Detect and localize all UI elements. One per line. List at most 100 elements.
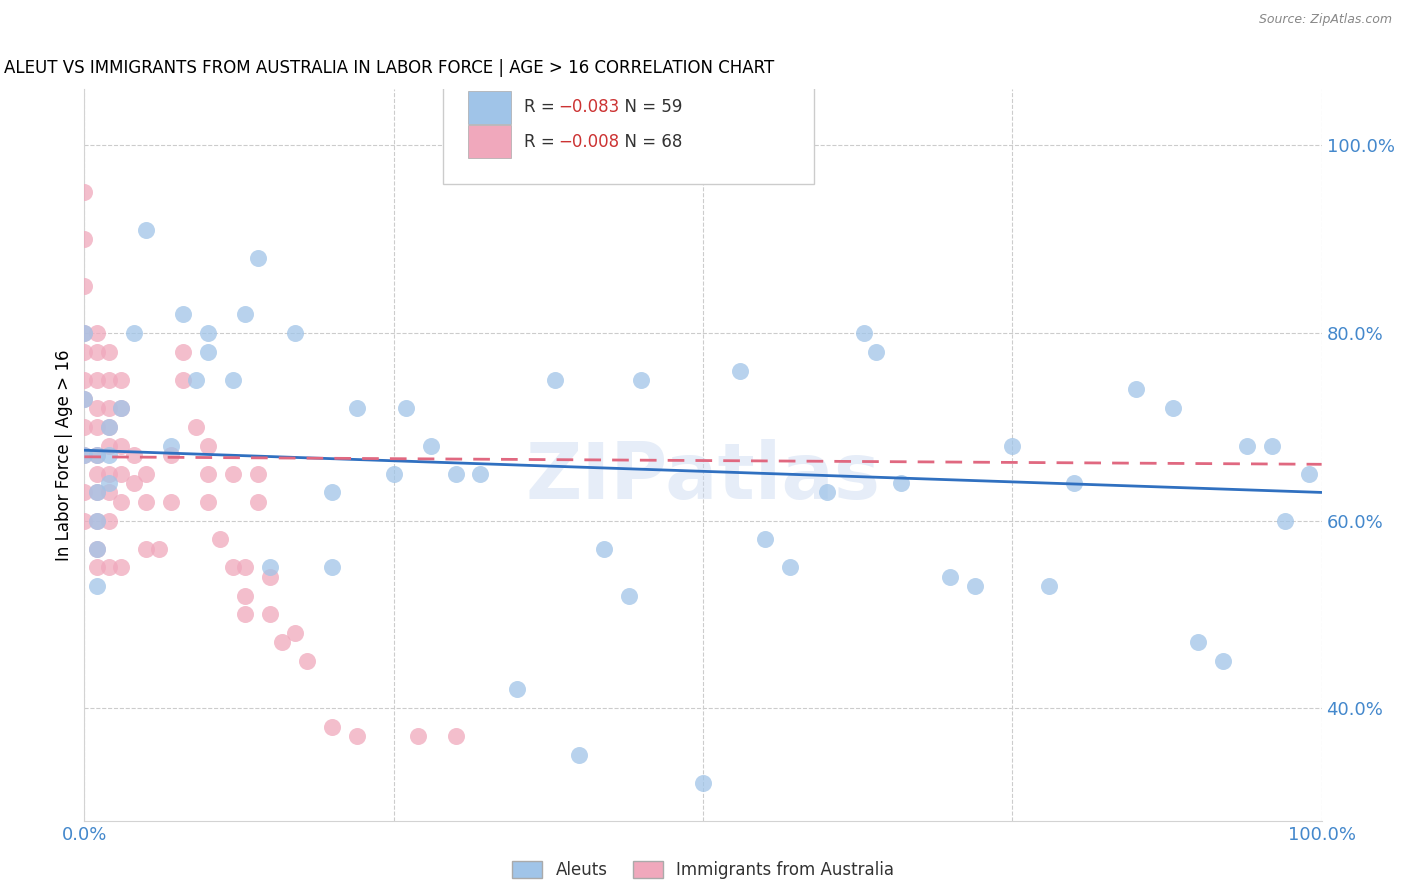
Point (197, 326, 219, 340)
Point (1038, 579, 1060, 593)
Y-axis label: In Labor Force | Age > 16: In Labor Force | Age > 16 (55, 349, 73, 561)
Point (568, 747, 591, 762)
Point (110, 401, 132, 415)
Point (1236, 438, 1258, 452)
Point (222, 467, 245, 481)
Point (122, 476, 145, 491)
Point (506, 682, 529, 697)
Point (939, 570, 962, 584)
Point (815, 485, 838, 500)
Point (593, 541, 616, 556)
Point (295, 654, 318, 668)
Point (321, 560, 343, 574)
Point (86, 560, 108, 574)
Point (246, 467, 269, 481)
Point (419, 438, 441, 452)
Text: R =: R = (523, 133, 560, 151)
Point (86, 419, 108, 434)
Point (98, 401, 121, 415)
Point (98, 438, 121, 452)
Text: ZIPatlas: ZIPatlas (526, 439, 880, 515)
Point (73, 419, 96, 434)
Point (73, 186, 96, 200)
Point (110, 467, 132, 481)
Point (135, 223, 157, 237)
Point (259, 607, 281, 622)
Point (692, 776, 714, 790)
Point (86, 467, 108, 481)
Point (246, 495, 269, 509)
Point (197, 344, 219, 359)
Point (86, 373, 108, 387)
Point (346, 401, 368, 415)
Point (160, 448, 183, 462)
Point (160, 495, 183, 509)
Point (86, 514, 108, 528)
Point (86, 448, 108, 462)
Point (172, 373, 194, 387)
Point (222, 373, 245, 387)
Point (1125, 382, 1147, 396)
Point (73, 373, 96, 387)
Point (779, 560, 801, 574)
Point (86, 485, 108, 500)
Point (246, 251, 269, 265)
Point (321, 485, 343, 500)
Point (284, 626, 307, 640)
Point (98, 373, 121, 387)
Point (148, 541, 170, 556)
Point (184, 373, 207, 387)
Text: −0.008: −0.008 (558, 133, 620, 151)
Point (233, 589, 256, 603)
Point (470, 467, 492, 481)
Point (321, 720, 343, 734)
Text: N = 68: N = 68 (614, 133, 682, 151)
Point (172, 307, 194, 321)
Point (444, 729, 467, 743)
Text: R =: R = (523, 98, 560, 117)
Text: Source: ZipAtlas.com: Source: ZipAtlas.com (1258, 13, 1392, 27)
Point (86, 541, 108, 556)
Point (73, 326, 96, 340)
Point (86, 326, 108, 340)
Point (135, 467, 157, 481)
Point (98, 448, 121, 462)
Point (110, 438, 132, 452)
Point (259, 570, 281, 584)
Point (98, 476, 121, 491)
Point (98, 467, 121, 481)
Point (346, 729, 368, 743)
Point (73, 279, 96, 293)
Text: N = 59: N = 59 (614, 98, 682, 117)
Point (86, 344, 108, 359)
Point (233, 607, 256, 622)
FancyBboxPatch shape (468, 91, 512, 124)
Point (395, 401, 418, 415)
Point (890, 476, 912, 491)
Point (110, 495, 132, 509)
Point (98, 560, 121, 574)
Point (73, 448, 96, 462)
Point (86, 401, 108, 415)
Point (259, 560, 281, 574)
Point (73, 326, 96, 340)
Point (110, 373, 132, 387)
Point (73, 344, 96, 359)
Point (197, 438, 219, 452)
Point (86, 579, 108, 593)
Point (135, 541, 157, 556)
Point (1298, 467, 1320, 481)
Point (1187, 635, 1209, 649)
Point (122, 326, 145, 340)
Point (73, 392, 96, 406)
Text: −0.083: −0.083 (558, 98, 620, 117)
Point (444, 467, 467, 481)
Point (135, 495, 157, 509)
Point (172, 344, 194, 359)
Point (86, 541, 108, 556)
Point (98, 514, 121, 528)
Point (284, 326, 307, 340)
Point (73, 448, 96, 462)
Point (754, 533, 776, 547)
Point (233, 307, 256, 321)
